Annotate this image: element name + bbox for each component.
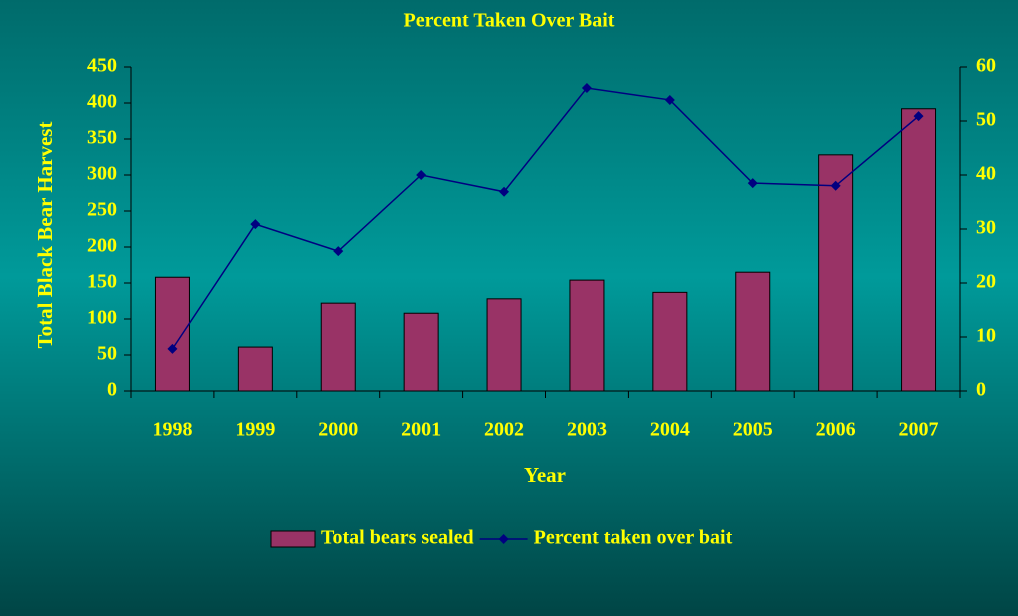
marker (913, 111, 924, 122)
marker (499, 186, 510, 197)
bar (652, 291, 688, 392)
bar (154, 276, 190, 392)
y-tick-label: 450 (87, 55, 117, 77)
y2-tick-label: 0 (976, 379, 986, 401)
x-tick-label: 2004 (650, 419, 690, 441)
y-tick-label: 250 (87, 199, 117, 221)
x-tick-label: 2002 (484, 419, 524, 441)
bar (403, 312, 439, 392)
marker (250, 219, 261, 230)
marker (664, 94, 675, 105)
y-tick-label: 300 (87, 163, 117, 185)
x-tick-label: 2005 (733, 419, 773, 441)
x-axis-label: Year (524, 463, 566, 487)
y-tick-label: 0 (107, 379, 117, 401)
y-tick-label: 200 (87, 235, 117, 257)
marker (416, 170, 427, 180)
marker (581, 83, 592, 94)
marker (830, 180, 841, 191)
x-tick-label: 2006 (816, 419, 856, 441)
legend-marker (498, 534, 509, 544)
y-tick-label: 50 (97, 343, 117, 365)
legend-swatch (270, 530, 316, 548)
bar (735, 271, 771, 392)
bar (486, 298, 522, 392)
line (171, 87, 920, 350)
marker (167, 343, 178, 354)
y-tick-label: 150 (87, 271, 117, 293)
legend-label: Percent taken over bait (534, 527, 733, 549)
bar (569, 279, 605, 392)
bar (901, 108, 937, 392)
chart-title: Percent Taken Over Bait (404, 10, 615, 32)
y-tick-label: 400 (87, 91, 117, 113)
x-tick-label: 2001 (401, 419, 441, 441)
legend-label: Total bears sealed (321, 527, 474, 549)
bar (320, 302, 356, 392)
x-tick-label: 2000 (318, 419, 358, 441)
y2-tick-label: 50 (976, 109, 996, 131)
bar (818, 154, 854, 392)
x-tick-label: 2003 (567, 419, 607, 441)
y2-tick-label: 10 (976, 325, 996, 347)
marker (333, 246, 344, 257)
x-tick-label: 2007 (899, 419, 939, 441)
y-axis-label: Total Black Bear Harvest (33, 122, 57, 349)
y2-tick-label: 60 (976, 55, 996, 77)
y2-tick-label: 30 (976, 217, 996, 239)
x-tick-label: 1999 (235, 419, 275, 441)
x-tick-label: 1998 (152, 419, 192, 441)
y2-tick-label: 20 (976, 271, 996, 293)
y-tick-label: 350 (87, 127, 117, 149)
y-tick-label: 100 (87, 307, 117, 329)
y2-tick-label: 40 (976, 163, 996, 185)
marker (747, 178, 758, 189)
bar (237, 346, 273, 392)
